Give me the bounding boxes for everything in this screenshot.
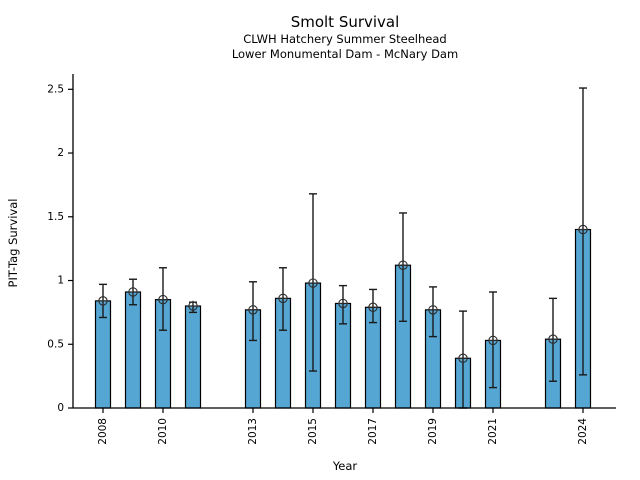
y-axis-label: PIT-Tag Survival: [6, 199, 20, 288]
y-tick-label-1: 1: [57, 275, 64, 287]
chart-subtitle-hatchery: CLWH Hatchery Summer Steelhead: [243, 32, 446, 46]
bar-2011: [184, 305, 202, 409]
chart-subtitle-reach: Lower Monumental Dam - McNary Dam: [232, 47, 458, 61]
y-tick-label-0: 0: [57, 402, 64, 414]
x-tick-label-2024: 2024: [577, 418, 589, 445]
chart-title: Smolt Survival: [291, 13, 400, 31]
x-tick-label-2013: 2013: [247, 418, 259, 445]
x-tick-label-2021: 2021: [487, 418, 499, 445]
y-tick-label-1.5: 1.5: [47, 211, 64, 223]
x-axis-label: Year: [332, 459, 358, 473]
y-tick-label-0.5: 0.5: [47, 338, 64, 350]
y-tick-label-2: 2: [57, 147, 64, 159]
ticks-layer: 0 0.5 1 1.5 2 2.5 2008 2010 2013 2015 2017 2019 2021…: [47, 83, 589, 444]
x-tick-label-2015: 2015: [307, 418, 319, 445]
markers-layer: [97, 224, 589, 364]
x-tick-label-2010: 2010: [157, 418, 169, 445]
bar-2009: [124, 291, 142, 409]
x-tick-label-2019: 2019: [427, 418, 439, 445]
x-tick-label-2008: 2008: [97, 418, 109, 445]
y-tick-label-2.5: 2.5: [47, 83, 64, 95]
bars-layer: [94, 228, 592, 409]
x-tick-label-2017: 2017: [367, 418, 379, 445]
